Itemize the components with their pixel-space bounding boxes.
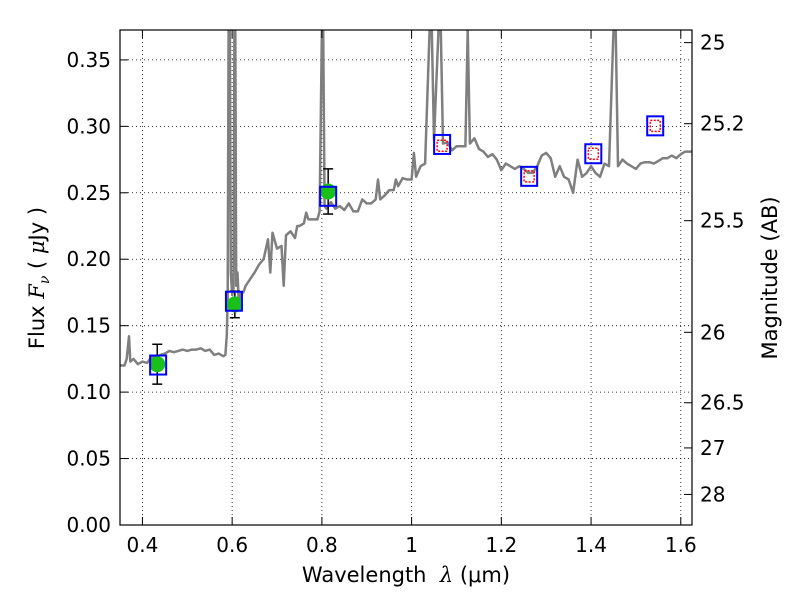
right-axis-tick-label: 25 [700, 31, 725, 55]
upper-limit-square [587, 147, 600, 160]
right-axis-tick-labels: 25 25.2 25.5 26 26.5 27 28 [700, 31, 745, 507]
y-tick-labels: 0.00 0.05 0.10 0.15 0.20 0.25 0.30 0.35 [66, 48, 111, 537]
upper-limit-square [523, 170, 535, 183]
y-tick-label: 0.15 [66, 314, 111, 338]
model-spectrum-line [120, 30, 692, 367]
right-axis-tick-label: 26.5 [700, 391, 745, 415]
upper-limit-square [436, 139, 448, 153]
y-tick-label: 0.35 [66, 48, 111, 72]
y-tick-label: 0.05 [66, 447, 111, 471]
x-tick-label: 0.4 [127, 533, 159, 557]
right-axis-tick-label: 25.2 [700, 112, 745, 136]
right-axis-tick-label: 25.5 [700, 209, 745, 233]
upper-limit-squares [436, 119, 661, 183]
x-axis-label: Wavelength λ (μm) [302, 563, 510, 587]
y-axis-label: Flux Fν ( μJy ) [25, 207, 53, 349]
x-tick-label: 1 [405, 533, 418, 557]
y-tick-label: 0.25 [66, 181, 111, 205]
model-photometry-square [584, 143, 603, 165]
right-axis-tick-label: 26 [700, 320, 725, 344]
plot-background [120, 30, 692, 525]
model-photometry-square [520, 165, 539, 187]
right-axis-label: Magnitude (AB) [758, 196, 782, 359]
x-tick-label: 0.6 [216, 533, 248, 557]
model-photometry-square [433, 133, 452, 155]
observed-point [226, 296, 243, 313]
model-photometry-square [224, 290, 243, 312]
plot-frame [119, 29, 693, 526]
x-tick-label: 1.4 [575, 533, 607, 557]
y-tick-label: 0.00 [66, 513, 111, 537]
observed-point [149, 356, 166, 373]
model-photometry-square [646, 115, 665, 137]
upper-limit-square [649, 119, 661, 133]
ticks [120, 30, 692, 526]
y-tick-label: 0.20 [66, 247, 111, 271]
y-tick-label: 0.30 [66, 114, 111, 138]
model-photometry-square [319, 185, 338, 207]
x-tick-labels: 0.4 0.6 0.8 1 1.2 1.4 1.6 [127, 533, 697, 557]
right-axis-tick-label: 28 [700, 482, 725, 506]
x-tick-label: 0.8 [306, 533, 338, 557]
x-tick-label: 1.6 [665, 533, 697, 557]
right-axis-tick-label: 27 [700, 436, 725, 460]
model-photometry-square [149, 354, 168, 376]
grid [120, 30, 692, 525]
model-photometry-squares [149, 115, 665, 376]
x-tick-label: 1.2 [485, 533, 517, 557]
y-tick-label: 0.10 [66, 380, 111, 404]
